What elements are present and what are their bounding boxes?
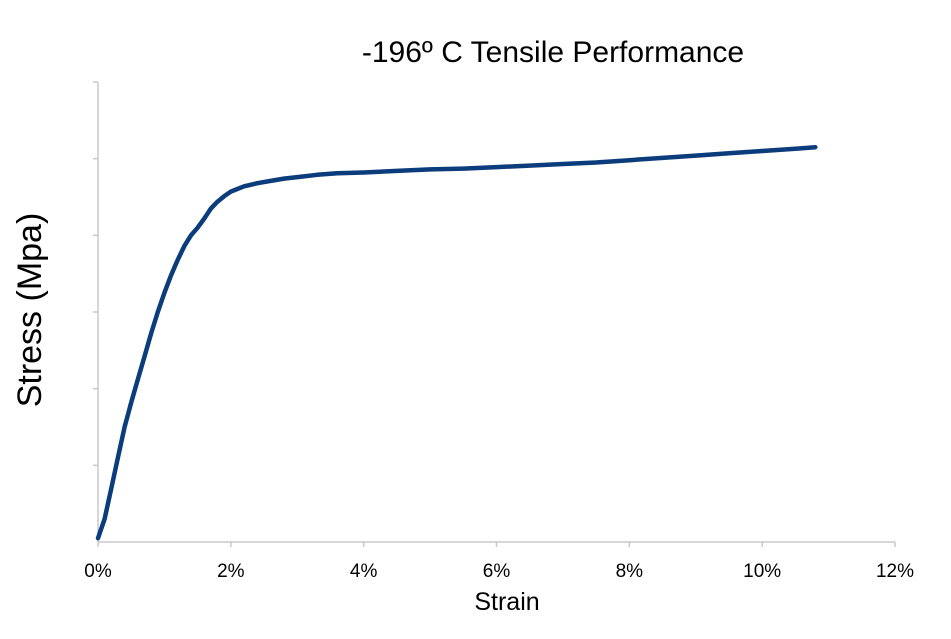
x-axis-tick-labels: 0% 2% 4% 6% 8% 10% 12% bbox=[84, 561, 914, 582]
y-axis-ticks bbox=[93, 81, 98, 467]
x-tick-label-3: 6% bbox=[483, 561, 511, 582]
x-tick-label-0: 0% bbox=[84, 561, 112, 582]
plot-area: 0% 2% 4% 6% 8% 10% 12% bbox=[84, 81, 914, 582]
series-line-0 bbox=[95, 144, 818, 541]
chart-title: -196º C Tensile Performance bbox=[362, 36, 744, 69]
x-tick-label-5: 10% bbox=[743, 561, 781, 582]
series-layer bbox=[95, 144, 818, 541]
x-tick-label-1: 2% bbox=[217, 561, 245, 582]
x-tick-label-6: 12% bbox=[876, 561, 914, 582]
x-tick-label-4: 8% bbox=[616, 561, 644, 582]
x-tick-label-2: 4% bbox=[350, 561, 378, 582]
x-axis-ticks bbox=[97, 542, 896, 547]
y-axis-label: Stress (Mpa) bbox=[11, 213, 49, 408]
x-axis-label: Strain bbox=[474, 588, 539, 616]
